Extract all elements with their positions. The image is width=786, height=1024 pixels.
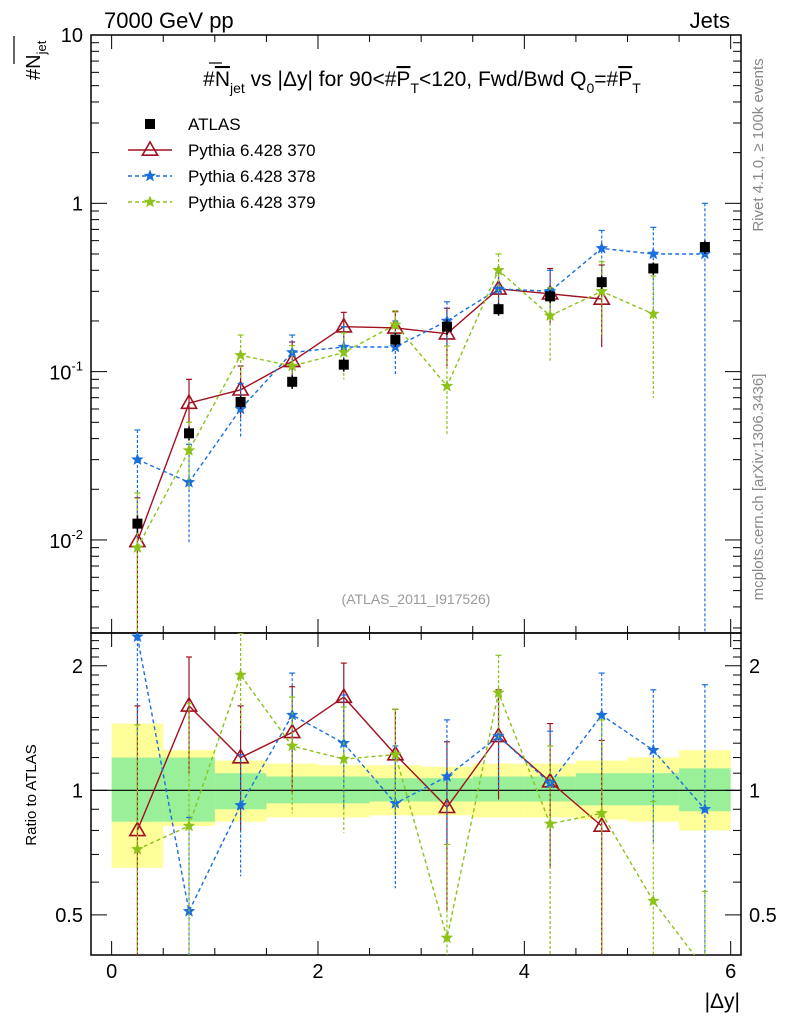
star-marker (131, 452, 144, 466)
star-marker (699, 963, 710, 974)
triangle-marker (231, 747, 250, 764)
rivet-version-label: Rivet 4.1.0, ≥ 100k events (750, 58, 767, 231)
series-line-top (136, 288, 602, 542)
star-marker (646, 307, 660, 320)
atlas-data-point (132, 518, 143, 529)
series-top-1 (128, 264, 611, 633)
star-marker (698, 802, 712, 815)
legend-label: Pythia 6.428 378 (188, 167, 316, 186)
mcplots-label: mcplots.cern.ch [arXiv:1306.3436] (750, 374, 767, 601)
star-marker (595, 241, 609, 254)
star-marker (389, 317, 402, 331)
series-line-bottom (137, 673, 696, 955)
star-marker (595, 708, 609, 721)
atlas-data-point (545, 291, 556, 302)
series-top-3 (131, 253, 660, 633)
x-tick-label: 2 (312, 961, 323, 983)
energy-label: 7000 GeV pp (104, 8, 234, 33)
atlas-data-point (184, 428, 195, 439)
y-tick-label-bottom-right: 2 (749, 656, 760, 678)
series-line-bottom (136, 636, 706, 914)
atlas-data-point (493, 304, 504, 315)
star-marker (543, 817, 557, 830)
star-marker (131, 633, 144, 643)
legend-atlas-marker (145, 119, 155, 129)
atlas-data-point (338, 359, 349, 370)
legend-label: ATLAS (188, 115, 241, 134)
star-marker (389, 747, 402, 761)
atlas-data-point (648, 263, 659, 274)
y-tick-label-bottom: 0.5 (55, 905, 83, 927)
process-label: Jets (690, 8, 730, 33)
series-line-top (137, 247, 705, 484)
star-marker (143, 169, 157, 182)
atlas-points (132, 240, 710, 533)
x-axis-label: |Δy| (705, 990, 740, 1013)
star-marker (440, 769, 454, 783)
x-tick-label: 6 (725, 961, 736, 983)
triangle-marker (180, 393, 198, 410)
y-tick-label-bottom: 2 (72, 656, 83, 678)
star-marker (182, 819, 196, 832)
y-tick-label-top: 10-1 (49, 359, 83, 385)
legend-label: Pythia 6.428 370 (188, 141, 316, 160)
plot-title: #Njet vs |Δy| for 90<#PT<120, Fwd/Bwd Q0… (203, 68, 641, 96)
star-marker (234, 798, 247, 811)
bottom-panel-frame (90, 632, 742, 956)
star-marker (646, 894, 660, 907)
y-tick-label-top: 1 (72, 193, 83, 215)
star-marker (440, 931, 454, 944)
star-marker (440, 379, 454, 392)
star-marker (143, 195, 157, 208)
star-marker (285, 739, 299, 752)
star-marker (646, 743, 660, 756)
y-tick-label-bottom-right: 1 (749, 780, 760, 802)
y-axis-label-top: #Njet (23, 40, 49, 80)
y-tick-label-top: 10 (61, 25, 83, 47)
svg-text:#Njet: #Njet (23, 40, 49, 80)
star-marker (646, 247, 660, 260)
star-marker (492, 282, 505, 295)
atlas-data-point (235, 397, 246, 408)
star-marker (595, 284, 609, 297)
star-marker (595, 806, 609, 819)
star-marker (337, 752, 351, 765)
star-marker (492, 263, 505, 276)
atlas-data-point (699, 242, 710, 253)
star-marker (234, 348, 247, 361)
atlas-data-point (441, 321, 452, 332)
star-marker (234, 668, 247, 681)
legend-label: Pythia 6.428 379 (188, 193, 316, 212)
star-marker (492, 686, 505, 699)
series-top-2 (131, 202, 712, 633)
atlas-data-point (287, 376, 298, 387)
y-axis-label-bottom: Ratio to ATLAS (23, 744, 40, 845)
star-marker (131, 540, 144, 554)
star-marker (337, 345, 351, 358)
star-marker (285, 359, 299, 372)
y-tick-label-top: 10-2 (49, 527, 83, 553)
atlas-data-point (596, 277, 607, 288)
star-marker (182, 443, 196, 456)
star-marker (131, 842, 144, 855)
star-marker (543, 309, 557, 322)
y-tick-label-bottom-right: 0.5 (749, 905, 777, 927)
triangle-marker (141, 140, 159, 156)
atlas-data-point (390, 334, 401, 345)
analysis-id-label: (ATLAS_2011_I917526) (342, 591, 491, 607)
series-bottom-3 (131, 633, 710, 974)
series-line-top (136, 269, 654, 548)
x-tick-label: 4 (519, 961, 530, 983)
y-tick-label-bottom: 1 (72, 780, 83, 802)
x-tick-label: 0 (106, 961, 117, 983)
